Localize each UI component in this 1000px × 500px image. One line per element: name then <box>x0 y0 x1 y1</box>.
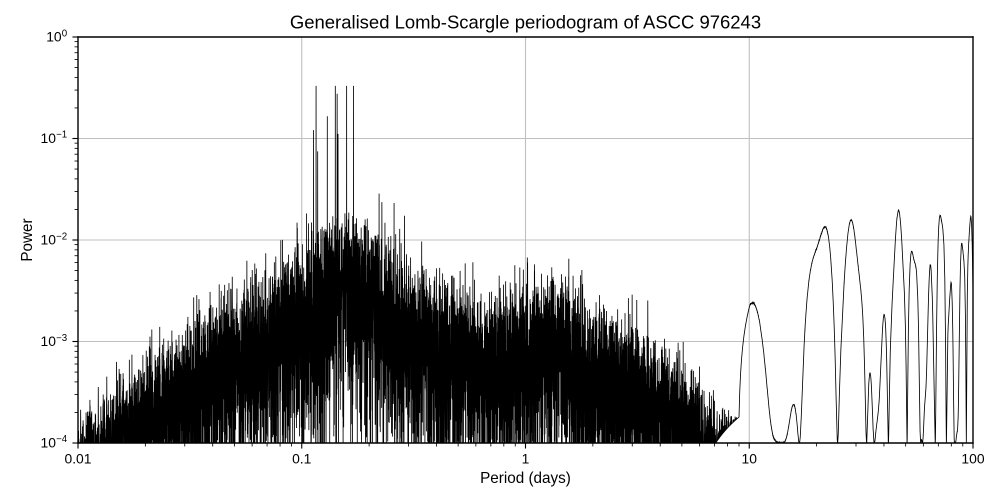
svg-text:Generalised Lomb-Scargle perio: Generalised Lomb-Scargle periodogram of … <box>290 12 761 33</box>
svg-text:Power: Power <box>19 218 36 261</box>
svg-text:100: 100 <box>961 450 984 466</box>
svg-text:10: 10 <box>742 450 758 466</box>
svg-text:0.1: 0.1 <box>292 450 312 466</box>
svg-text:Period (days): Period (days) <box>480 470 571 487</box>
svg-text:0.01: 0.01 <box>64 450 91 466</box>
svg-text:1: 1 <box>522 450 530 466</box>
